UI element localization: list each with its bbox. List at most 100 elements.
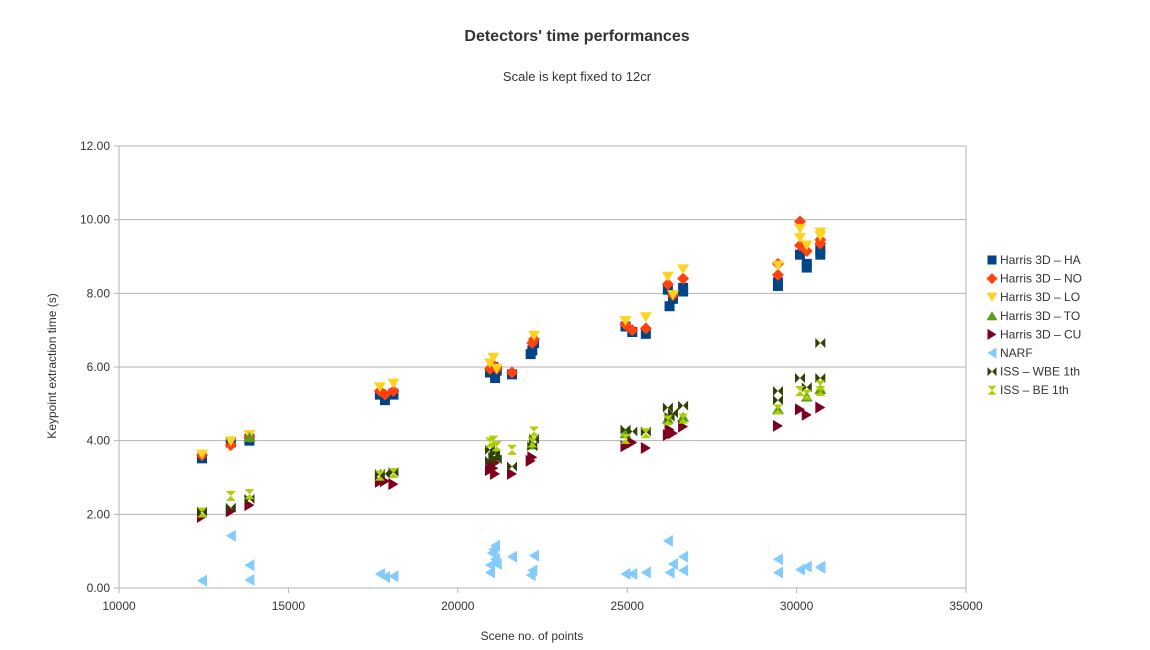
data-point bbox=[772, 419, 783, 432]
legend-label: Harris 3D – TO bbox=[1000, 309, 1080, 323]
data-point bbox=[772, 385, 783, 396]
data-point bbox=[379, 570, 390, 583]
data-point bbox=[772, 277, 783, 288]
x-tick-label: 30000 bbox=[780, 599, 814, 613]
data-point bbox=[640, 428, 651, 439]
data-point bbox=[387, 378, 400, 389]
data-point bbox=[678, 420, 689, 433]
data-point bbox=[225, 502, 236, 513]
data-point bbox=[529, 426, 540, 437]
data-point bbox=[771, 260, 784, 271]
data-point bbox=[244, 499, 255, 512]
data-point bbox=[664, 566, 675, 579]
data-point bbox=[388, 478, 399, 491]
data-point bbox=[662, 534, 673, 547]
data-point bbox=[678, 400, 689, 411]
data-point bbox=[815, 401, 826, 414]
data-point bbox=[815, 249, 826, 260]
legend-marker bbox=[986, 311, 998, 321]
data-point bbox=[639, 322, 652, 335]
legend-marker bbox=[987, 347, 997, 359]
data-point bbox=[815, 338, 826, 349]
data-point bbox=[814, 237, 827, 250]
data-point bbox=[627, 436, 638, 449]
data-point bbox=[678, 413, 689, 424]
data-point bbox=[490, 467, 501, 480]
data-point bbox=[794, 249, 805, 260]
data-point bbox=[244, 573, 255, 586]
data-point bbox=[664, 301, 675, 312]
data-point bbox=[197, 574, 208, 587]
data-point bbox=[527, 564, 538, 577]
data-point bbox=[772, 404, 783, 415]
data-point bbox=[661, 271, 674, 282]
chart-title: Detectors' time performances bbox=[464, 28, 689, 45]
y-tick-label: 10.00 bbox=[80, 213, 110, 227]
data-point bbox=[225, 529, 236, 542]
data-point bbox=[794, 373, 805, 384]
x-tick-label: 15000 bbox=[272, 599, 306, 613]
data-point bbox=[619, 315, 632, 326]
data-point bbox=[491, 454, 502, 465]
data-point bbox=[815, 380, 826, 391]
data-point bbox=[243, 431, 256, 442]
legend-label: Harris 3D – CU bbox=[1000, 327, 1081, 341]
series-bowtie bbox=[197, 338, 826, 517]
gridlines bbox=[119, 145, 966, 589]
data-point bbox=[678, 550, 689, 563]
data-points bbox=[196, 215, 827, 587]
data-point bbox=[491, 558, 502, 571]
data-point bbox=[387, 384, 400, 397]
series-diamond bbox=[196, 215, 827, 462]
data-point bbox=[801, 258, 812, 269]
data-point bbox=[244, 559, 255, 572]
data-point bbox=[793, 223, 806, 234]
data-point bbox=[225, 490, 236, 501]
data-point bbox=[640, 442, 651, 455]
data-point bbox=[620, 568, 631, 581]
data-point bbox=[794, 563, 805, 576]
data-point bbox=[678, 564, 689, 577]
data-point bbox=[662, 402, 673, 413]
data-point bbox=[244, 489, 255, 500]
data-point bbox=[506, 366, 519, 379]
data-point bbox=[661, 278, 674, 291]
data-point bbox=[801, 408, 812, 421]
data-point bbox=[527, 451, 538, 464]
data-point bbox=[800, 240, 813, 251]
y-axis-ticks: 0.00 2.00 4.00 6.00 8.00 10.00 12.00 bbox=[80, 139, 119, 595]
data-point bbox=[507, 467, 518, 480]
data-point bbox=[794, 403, 805, 416]
data-point bbox=[527, 345, 538, 356]
series-triangle-down bbox=[196, 223, 827, 460]
legend: Harris 3D – HA Harris 3D – NO Harris 3D – … bbox=[986, 253, 1082, 397]
series-hourglass bbox=[197, 380, 826, 518]
data-point bbox=[793, 233, 806, 244]
legend-marker bbox=[987, 385, 997, 395]
x-tick-label: 25000 bbox=[611, 599, 645, 613]
data-point bbox=[815, 560, 826, 573]
data-point bbox=[374, 470, 385, 481]
data-point bbox=[771, 268, 784, 281]
y-tick-label: 6.00 bbox=[87, 360, 111, 374]
data-point bbox=[378, 388, 391, 401]
legend-label: ISS – WBE 1th bbox=[1000, 365, 1080, 379]
data-point bbox=[491, 441, 502, 452]
legend-marker bbox=[986, 292, 998, 302]
data-point bbox=[667, 558, 678, 571]
data-point bbox=[529, 549, 540, 562]
legend-marker bbox=[987, 255, 997, 265]
data-point bbox=[528, 330, 541, 341]
series-square bbox=[197, 244, 826, 464]
data-point bbox=[484, 559, 495, 572]
data-point bbox=[801, 389, 812, 400]
data-point bbox=[772, 566, 783, 579]
data-point bbox=[490, 373, 501, 384]
data-point bbox=[388, 570, 399, 583]
data-point bbox=[677, 272, 690, 285]
legend-label: ISS – BE 1th bbox=[1000, 383, 1069, 397]
data-point bbox=[487, 352, 500, 363]
legend-label: NARF bbox=[1000, 346, 1033, 360]
data-point bbox=[490, 539, 501, 552]
